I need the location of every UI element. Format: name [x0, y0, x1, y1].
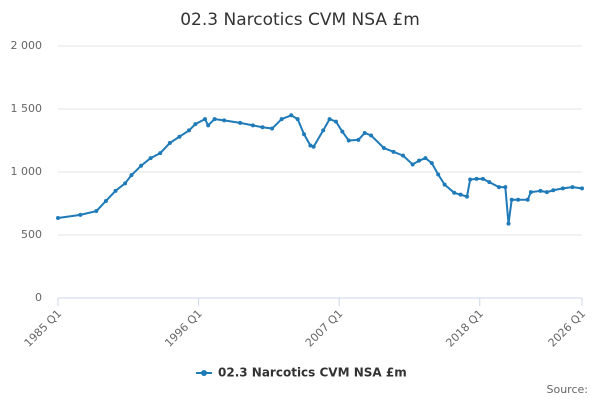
legend-label: 02.3 Narcotics CVM NSA £m — [218, 366, 407, 380]
point — [496, 185, 501, 190]
point — [458, 192, 463, 197]
point — [212, 117, 217, 122]
y-tick-label: 0 — [35, 291, 42, 304]
point — [538, 188, 543, 193]
point — [250, 123, 255, 128]
point — [94, 209, 99, 214]
point — [442, 182, 447, 187]
point — [410, 162, 415, 167]
point — [516, 197, 521, 202]
point — [560, 186, 565, 191]
point — [123, 181, 128, 186]
y-tick-label: 2 000 — [11, 39, 43, 52]
point — [487, 180, 492, 185]
point — [222, 118, 227, 123]
point — [544, 190, 549, 195]
point — [346, 138, 351, 143]
point — [167, 141, 172, 146]
x-tick-label: 2018 Q1 — [443, 307, 486, 350]
point — [321, 128, 326, 133]
point — [308, 143, 313, 148]
point — [429, 161, 434, 166]
point — [158, 151, 163, 156]
point — [436, 172, 441, 177]
point — [279, 117, 284, 122]
point — [187, 128, 191, 133]
legend-marker — [201, 370, 207, 376]
x-tick-label: 1985 Q1 — [22, 307, 65, 350]
series-line — [57, 114, 583, 224]
point — [206, 123, 211, 128]
point — [401, 153, 406, 158]
y-tick-label: 500 — [21, 228, 42, 241]
point — [289, 113, 294, 118]
point — [525, 197, 530, 202]
point — [177, 134, 182, 139]
point — [570, 185, 575, 190]
point — [468, 177, 473, 182]
point — [480, 176, 485, 181]
point — [551, 188, 556, 193]
source: Source: — [547, 383, 589, 396]
point — [503, 185, 508, 190]
point — [580, 186, 584, 191]
point — [260, 125, 265, 130]
x-tick-label: 2026 Q1 — [546, 307, 589, 350]
point — [381, 146, 386, 151]
point — [103, 198, 108, 203]
point — [423, 156, 428, 161]
point — [129, 173, 134, 178]
y-tick-label: 1 500 — [11, 102, 43, 115]
point — [452, 190, 457, 195]
point — [302, 132, 307, 137]
point — [113, 188, 118, 193]
point — [193, 122, 198, 127]
point — [356, 137, 361, 142]
point — [202, 117, 207, 122]
x-tick-label: 2007 Q1 — [303, 307, 346, 350]
point — [506, 221, 511, 226]
x-tick-label: 1996 Q1 — [162, 307, 205, 350]
chart-title: 02.3 Narcotics CVM NSA £m — [180, 10, 420, 30]
point — [78, 212, 83, 217]
point — [391, 149, 396, 154]
point — [369, 133, 374, 138]
point — [417, 158, 422, 163]
point — [509, 197, 514, 202]
point — [333, 119, 338, 124]
point — [139, 163, 144, 168]
point — [474, 176, 479, 181]
point — [238, 120, 243, 125]
point — [270, 126, 275, 131]
point — [148, 156, 153, 161]
point — [56, 215, 60, 220]
point — [327, 117, 332, 122]
point — [340, 129, 345, 134]
point — [311, 144, 316, 149]
point — [464, 194, 469, 199]
point — [295, 117, 300, 122]
point — [528, 190, 533, 195]
y-tick-label: 1 000 — [11, 165, 43, 178]
point — [362, 130, 367, 135]
